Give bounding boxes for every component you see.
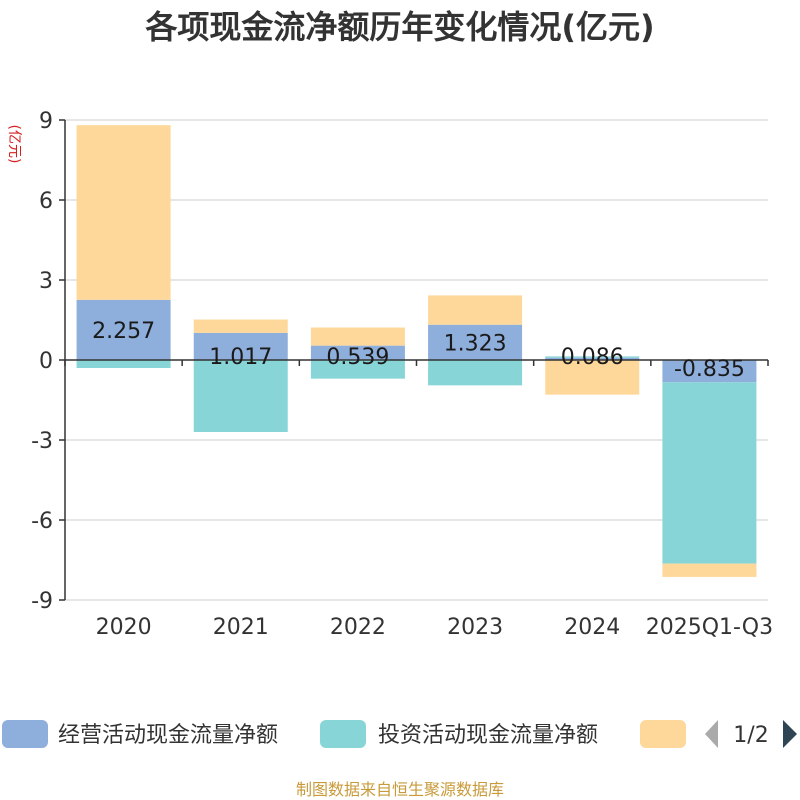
data-label: -0.835 [674, 357, 745, 382]
y-tick-label: 9 [39, 109, 53, 134]
bar-series-3[interactable] [662, 563, 757, 577]
axes [64, 120, 769, 600]
y-tick-label: -3 [31, 429, 53, 454]
legend: 经营活动现金流量净额 投资活动现金流量净额 1/2 [2, 720, 797, 748]
bar-series-1[interactable] [310, 345, 405, 360]
x-tick-labels: 2020 2021 2022 2023 2024 2025Q1-Q3 [96, 615, 774, 640]
x-tick-label: 2023 [447, 615, 503, 640]
gridlines [59, 119, 768, 601]
bar-series-1[interactable] [76, 299, 171, 360]
data-label: 0.086 [561, 345, 624, 370]
legend-swatch[interactable] [2, 720, 48, 748]
data-label: 2.257 [92, 319, 155, 344]
y-tick-label: 3 [39, 269, 53, 294]
bar-series-3[interactable] [76, 125, 171, 300]
bar-series-2[interactable] [76, 360, 171, 368]
chart-title: 各项现金流净额历年变化情况(亿元) [145, 8, 654, 46]
bar-series-2[interactable] [662, 382, 757, 564]
legend-page-indicator: 1/2 [733, 723, 768, 748]
bar-series-3[interactable] [545, 360, 640, 395]
bar-series-1[interactable] [662, 360, 757, 383]
legend-swatch[interactable] [640, 720, 686, 748]
bar-series-3[interactable] [428, 295, 523, 325]
legend-swatch[interactable] [320, 720, 366, 748]
bar-series-1[interactable] [193, 332, 288, 360]
y-tick-labels: 9 6 3 0 -3 -6 -9 [31, 109, 53, 614]
bar-series-3[interactable] [310, 327, 405, 346]
legend-label[interactable]: 经营活动现金流量净额 [58, 723, 278, 748]
x-tick-label: 2021 [213, 615, 269, 640]
data-label: 0.539 [326, 345, 389, 370]
bar-series-2[interactable] [428, 360, 523, 386]
y-tick-label: -9 [31, 589, 53, 614]
bar-series-1[interactable] [428, 324, 523, 360]
y-axis-unit: (亿元) [6, 125, 22, 164]
source-note: 制图数据来自恒生聚源数据库 [296, 780, 504, 799]
data-label: 1.017 [209, 345, 272, 370]
data-labels: 2.257 1.017 0.539 1.323 0.086 -0.835 [92, 319, 745, 382]
data-label: 1.323 [444, 331, 507, 356]
bars [76, 125, 757, 577]
bar-series-2[interactable] [193, 360, 288, 432]
y-tick-label: -6 [31, 509, 53, 534]
y-tick-label: 0 [39, 349, 53, 374]
legend-label[interactable]: 投资活动现金流量净额 [378, 723, 598, 748]
x-tick-label: 2022 [330, 615, 386, 640]
bar-series-3[interactable] [193, 319, 288, 333]
bar-series-1[interactable] [545, 357, 640, 360]
y-tick-label: 6 [39, 189, 53, 214]
bar-series-2[interactable] [545, 356, 640, 358]
x-tick-label: 2024 [564, 615, 620, 640]
legend-next-arrow-icon[interactable] [783, 720, 797, 748]
legend-prev-arrow-icon[interactable] [705, 720, 718, 748]
x-tick-label: 2020 [96, 615, 152, 640]
x-tick-label: 2025Q1-Q3 [646, 615, 773, 640]
bar-series-2[interactable] [310, 360, 405, 379]
